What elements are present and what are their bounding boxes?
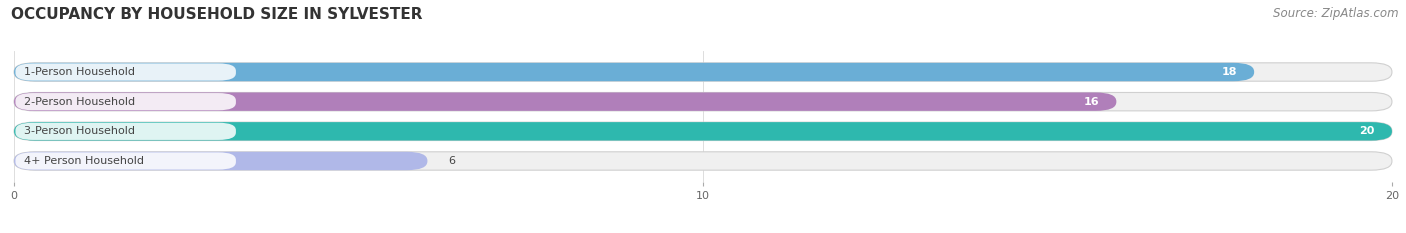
- FancyBboxPatch shape: [15, 152, 236, 170]
- Text: 3-Person Household: 3-Person Household: [24, 126, 135, 136]
- FancyBboxPatch shape: [15, 123, 236, 140]
- Text: 20: 20: [1360, 126, 1375, 136]
- FancyBboxPatch shape: [14, 93, 1392, 111]
- Text: 1-Person Household: 1-Person Household: [24, 67, 135, 77]
- Text: 6: 6: [449, 156, 456, 166]
- Text: 4+ Person Household: 4+ Person Household: [24, 156, 145, 166]
- Text: 2-Person Household: 2-Person Household: [24, 97, 135, 107]
- FancyBboxPatch shape: [14, 63, 1254, 81]
- FancyBboxPatch shape: [14, 122, 1392, 140]
- Text: Source: ZipAtlas.com: Source: ZipAtlas.com: [1274, 7, 1399, 20]
- FancyBboxPatch shape: [14, 93, 1116, 111]
- Text: 18: 18: [1222, 67, 1237, 77]
- FancyBboxPatch shape: [14, 63, 1392, 81]
- FancyBboxPatch shape: [15, 63, 236, 81]
- FancyBboxPatch shape: [14, 122, 1392, 140]
- FancyBboxPatch shape: [14, 152, 427, 170]
- FancyBboxPatch shape: [15, 93, 236, 110]
- Text: 16: 16: [1084, 97, 1099, 107]
- FancyBboxPatch shape: [14, 152, 1392, 170]
- Text: OCCUPANCY BY HOUSEHOLD SIZE IN SYLVESTER: OCCUPANCY BY HOUSEHOLD SIZE IN SYLVESTER: [11, 7, 423, 22]
